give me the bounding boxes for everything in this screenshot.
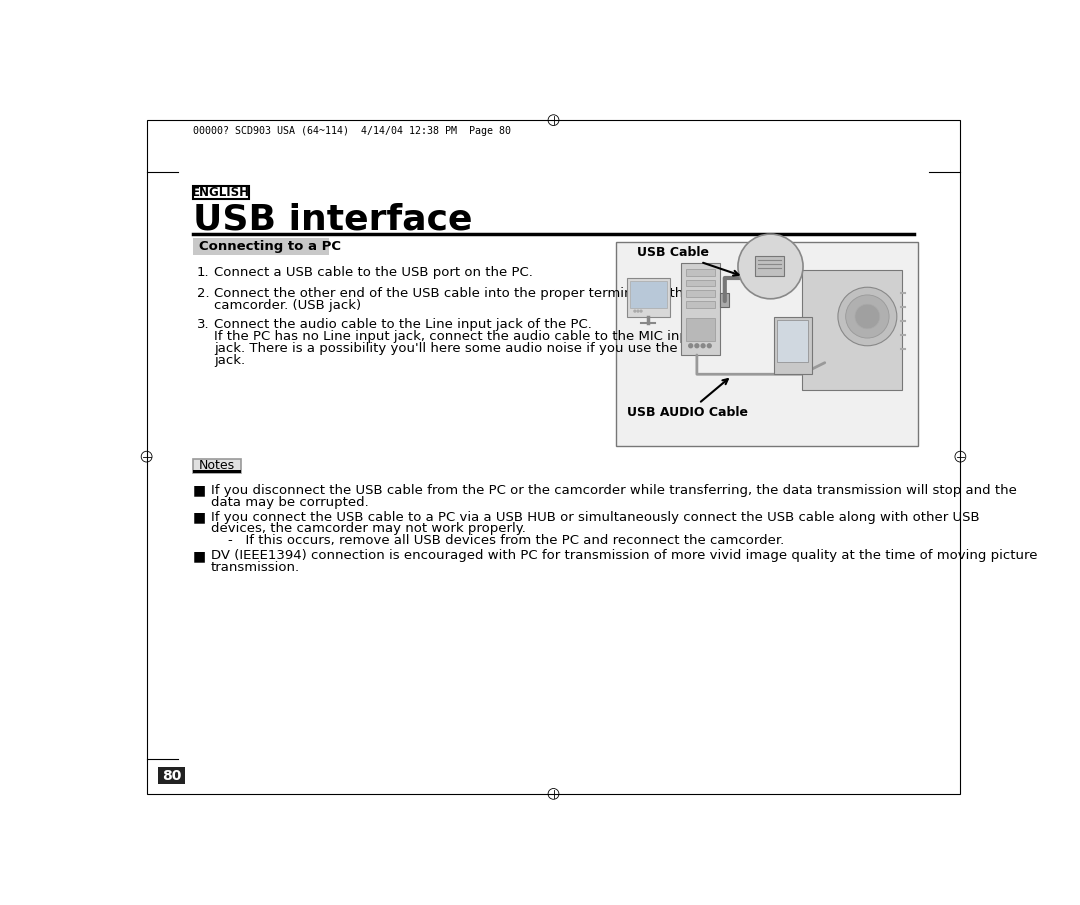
- Bar: [720, 293, 729, 308]
- Text: 80: 80: [162, 769, 181, 783]
- Text: jack. There is a possibility you'll here some audio noise if you use the MIC: jack. There is a possibility you'll here…: [214, 342, 706, 355]
- Circle shape: [640, 310, 642, 312]
- Bar: [686, 318, 715, 341]
- Bar: [686, 301, 715, 308]
- Text: 2.: 2.: [197, 287, 210, 300]
- Text: 00000? SCD903 USA (64~114)  4/14/04 12:38 PM  Page 80: 00000? SCD903 USA (64~114) 4/14/04 12:38…: [193, 126, 511, 136]
- Bar: [627, 278, 670, 317]
- Text: USB Cable: USB Cable: [637, 246, 739, 275]
- Text: ■: ■: [193, 510, 206, 525]
- Circle shape: [694, 344, 699, 348]
- Text: jack.: jack.: [214, 354, 245, 367]
- Bar: [774, 317, 811, 375]
- Bar: [193, 459, 241, 472]
- Text: If you connect the USB cable to a PC via a USB HUB or simultaneously connect the: If you connect the USB cable to a PC via…: [211, 510, 980, 523]
- Circle shape: [707, 344, 712, 348]
- Text: Connect the other end of the USB cable into the proper terminal on the: Connect the other end of the USB cable i…: [214, 287, 691, 300]
- Text: ENGLISH: ENGLISH: [192, 186, 251, 199]
- Text: camcorder. (USB jack): camcorder. (USB jack): [214, 300, 361, 312]
- Text: data may be corrupted.: data may be corrupted.: [211, 496, 368, 509]
- Bar: [801, 271, 902, 390]
- Text: Connect a USB cable to the USB port on the PC.: Connect a USB cable to the USB port on t…: [214, 266, 532, 279]
- Bar: [616, 242, 918, 446]
- Text: 1.: 1.: [197, 266, 210, 279]
- Circle shape: [846, 295, 889, 338]
- Text: If you disconnect the USB cable from the PC or the camcorder while transferring,: If you disconnect the USB cable from the…: [211, 483, 1017, 497]
- Bar: [686, 269, 715, 276]
- Circle shape: [738, 234, 804, 299]
- Text: If the PC has no Line input jack, connect the audio cable to the MIC input: If the PC has no Line input jack, connec…: [214, 330, 702, 343]
- Bar: [681, 262, 720, 355]
- Text: devices, the camcorder may not work properly.: devices, the camcorder may not work prop…: [211, 522, 526, 536]
- Circle shape: [689, 344, 692, 348]
- Bar: [631, 281, 666, 308]
- Bar: [193, 238, 328, 255]
- Text: 3.: 3.: [197, 318, 210, 331]
- Bar: [755, 256, 784, 276]
- Text: ■: ■: [193, 549, 206, 564]
- Text: USB interface: USB interface: [193, 203, 473, 236]
- Circle shape: [838, 287, 896, 346]
- Text: transmission.: transmission.: [211, 561, 300, 575]
- Text: Connect the audio cable to the Line input jack of the PC.: Connect the audio cable to the Line inpu…: [214, 318, 592, 331]
- Text: DV (IEEE1394) connection is encouraged with PC for transmission of more vivid im: DV (IEEE1394) connection is encouraged w…: [211, 549, 1038, 562]
- Text: USB AUDIO Cable: USB AUDIO Cable: [627, 379, 748, 419]
- Circle shape: [855, 304, 880, 329]
- Text: ■: ■: [193, 483, 206, 498]
- Bar: [686, 280, 715, 287]
- Bar: [686, 291, 715, 297]
- Bar: [159, 767, 185, 784]
- Bar: [193, 470, 241, 472]
- Circle shape: [634, 310, 636, 312]
- Bar: [778, 319, 809, 362]
- Circle shape: [637, 310, 639, 312]
- Text: Connecting to a PC: Connecting to a PC: [200, 241, 341, 253]
- Bar: [193, 186, 248, 199]
- Text: -   If this occurs, remove all USB devices from the PC and reconnect the camcord: - If this occurs, remove all USB devices…: [211, 535, 784, 548]
- Circle shape: [701, 344, 705, 348]
- Text: Notes: Notes: [199, 459, 235, 472]
